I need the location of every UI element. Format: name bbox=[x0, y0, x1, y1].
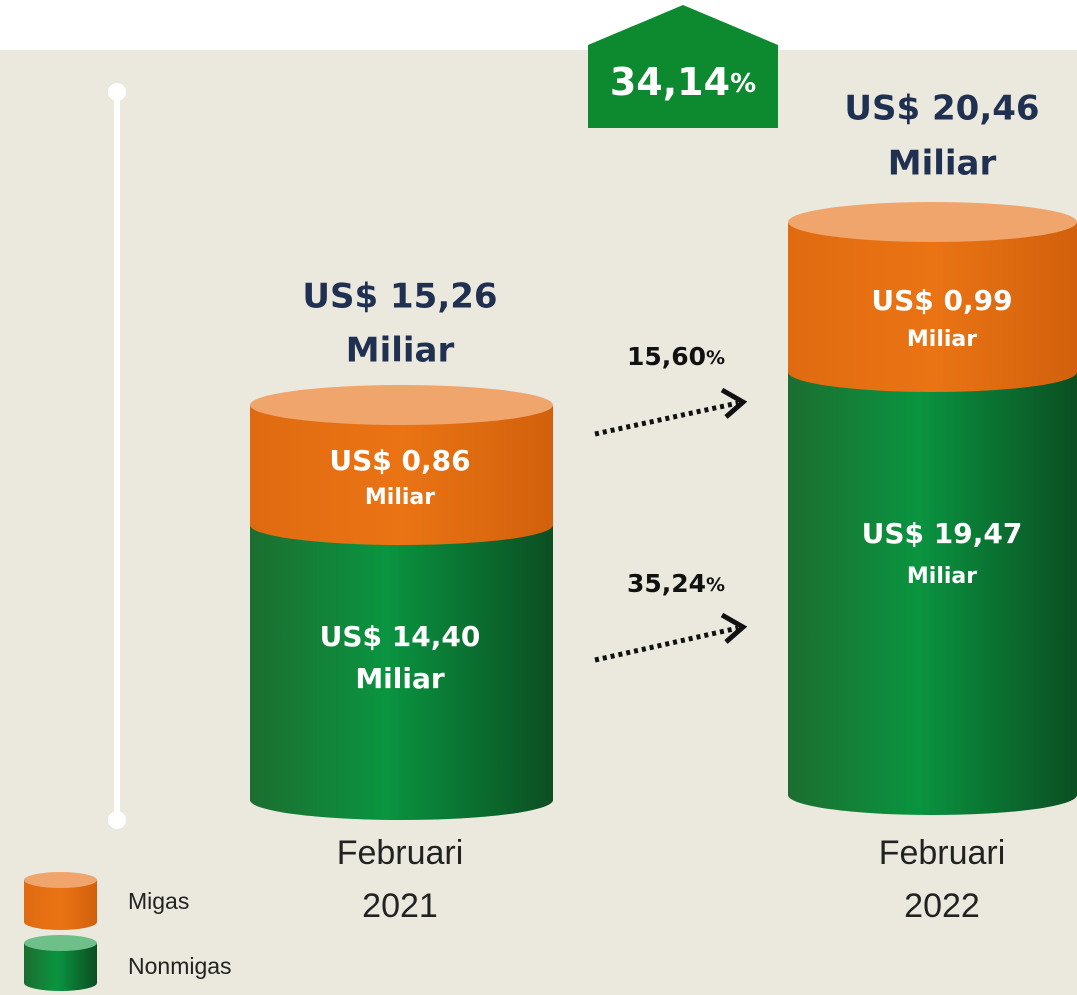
nonmigas-label: US$ 14,40 bbox=[320, 620, 481, 653]
migas-segment bbox=[250, 405, 553, 545]
total: US$ 15,26 bbox=[302, 277, 497, 317]
legend-swatch bbox=[24, 880, 97, 930]
period: Februari bbox=[879, 834, 1006, 872]
arrow-head bbox=[720, 387, 748, 419]
arrows bbox=[594, 387, 748, 663]
arrow bbox=[594, 400, 739, 437]
arrow-head bbox=[720, 612, 748, 644]
legend-swatch-top bbox=[24, 872, 97, 888]
arrow bbox=[594, 625, 739, 663]
cylinder bbox=[788, 202, 1077, 815]
year: 2021 bbox=[362, 887, 438, 925]
migas-label: US$ 0,86 bbox=[329, 444, 470, 477]
change-unit: % bbox=[706, 574, 725, 596]
migas-unit: Miliar bbox=[365, 485, 435, 510]
change: 15,60% bbox=[627, 342, 725, 371]
legend-swatch-top bbox=[24, 935, 97, 951]
cylinder bbox=[250, 385, 553, 820]
change-value: 35,24 bbox=[627, 569, 706, 598]
migas-label: US$ 0,99 bbox=[871, 284, 1012, 317]
nonmigas-unit: Miliar bbox=[355, 662, 445, 695]
legend-label: Nonmigas bbox=[128, 953, 232, 979]
nonmigas-segment bbox=[250, 525, 553, 820]
nonmigas-segment bbox=[788, 372, 1077, 815]
total-unit: Miliar bbox=[888, 144, 997, 184]
total-unit: Miliar bbox=[346, 331, 455, 371]
legend-swatch bbox=[24, 943, 97, 991]
legend: Migas Nonmigas bbox=[24, 872, 232, 991]
timeline-dot bbox=[108, 83, 126, 101]
change-value: 15,60 bbox=[627, 342, 706, 371]
change-unit: % bbox=[706, 347, 725, 369]
migas-unit: Miliar bbox=[907, 327, 977, 352]
nonmigas-unit: Miliar bbox=[907, 564, 977, 589]
period: Februari bbox=[337, 834, 464, 872]
growth: 34,14% bbox=[610, 60, 756, 104]
total: US$ 20,46 bbox=[844, 89, 1039, 129]
cylinder-top bbox=[788, 202, 1077, 242]
timeline-dot bbox=[108, 811, 126, 829]
growth-badge bbox=[588, 5, 778, 128]
change: 35,24% bbox=[627, 569, 725, 598]
year: 2022 bbox=[904, 887, 980, 925]
nonmigas-label: US$ 19,47 bbox=[862, 517, 1023, 550]
cylinder-top bbox=[250, 385, 553, 425]
migas-segment bbox=[788, 222, 1077, 392]
legend-label: Migas bbox=[128, 888, 189, 914]
growth-unit: % bbox=[730, 69, 756, 99]
growth-value: 34,14 bbox=[610, 60, 730, 104]
